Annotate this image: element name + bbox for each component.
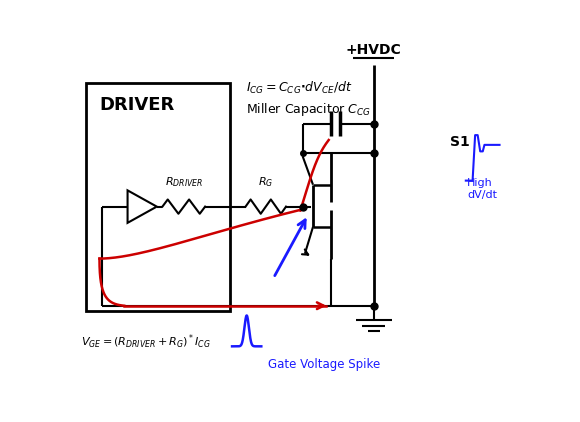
- Text: $R_{DRIVER}$: $R_{DRIVER}$: [165, 175, 203, 189]
- Text: DRIVER: DRIVER: [100, 96, 175, 114]
- Text: $R_G$: $R_G$: [258, 175, 273, 189]
- Text: +HVDC: +HVDC: [346, 43, 401, 57]
- Text: $I_{CG}=C_{CG}$$\mathbf{\cdot}$$dV_{CE}/dt$: $I_{CG}=C_{CG}$$\mathbf{\cdot}$$dV_{CE}/…: [245, 80, 353, 96]
- Text: Miller Capacitor $C_{CG}$: Miller Capacitor $C_{CG}$: [245, 101, 371, 118]
- Text: $V_{GE}=(R_{DRIVER}+R_G)^*I_{CG}$: $V_{GE}=(R_{DRIVER}+R_G)^*I_{CG}$: [81, 333, 212, 351]
- Text: Gate Voltage Spike: Gate Voltage Spike: [268, 358, 380, 371]
- Text: S1: S1: [450, 135, 470, 149]
- Bar: [86, 83, 230, 311]
- Text: High
dV/dt: High dV/dt: [467, 178, 497, 200]
